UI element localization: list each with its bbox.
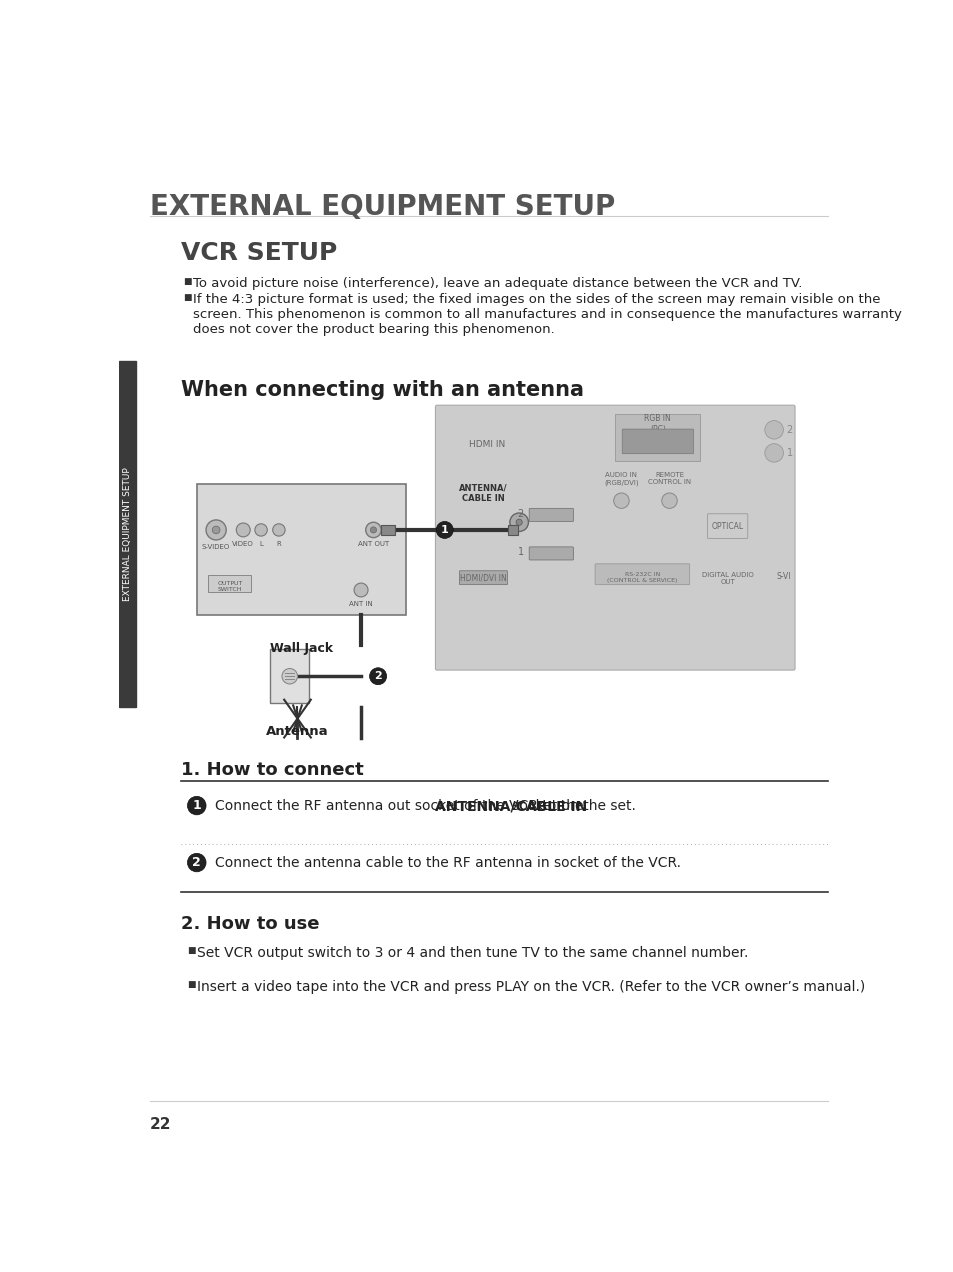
- Circle shape: [206, 520, 226, 539]
- Circle shape: [764, 444, 782, 462]
- Text: AUDIO IN
(RGB/DVI): AUDIO IN (RGB/DVI): [603, 472, 639, 486]
- Text: RS-232C IN
(CONTROL & SERVICE): RS-232C IN (CONTROL & SERVICE): [606, 572, 677, 583]
- Circle shape: [613, 494, 629, 509]
- Circle shape: [370, 527, 376, 533]
- Text: DIGITAL AUDIO
OUT: DIGITAL AUDIO OUT: [701, 572, 753, 585]
- Text: S-VI: S-VI: [776, 572, 790, 581]
- Bar: [270, 649, 309, 703]
- Bar: [208, 575, 251, 591]
- Text: 2: 2: [374, 672, 381, 682]
- Text: 2: 2: [785, 425, 792, 435]
- Circle shape: [509, 513, 528, 532]
- Circle shape: [273, 524, 285, 536]
- Text: EXTERNAL EQUIPMENT SETUP: EXTERNAL EQUIPMENT SETUP: [150, 192, 615, 220]
- Text: OPTICAL: OPTICAL: [711, 523, 743, 532]
- Text: ANT IN: ANT IN: [349, 600, 373, 607]
- Text: ■: ■: [187, 979, 195, 988]
- Bar: [615, 415, 700, 460]
- Circle shape: [187, 854, 206, 871]
- Text: Connect the RF antenna out socket of the VCR to the: Connect the RF antenna out socket of the…: [215, 799, 588, 813]
- Text: REMOTE
CONTROL IN: REMOTE CONTROL IN: [647, 472, 690, 485]
- FancyBboxPatch shape: [621, 429, 693, 454]
- Text: To avoid picture noise (interference), leave an adequate distance between the VC: To avoid picture noise (interference), l…: [193, 277, 801, 290]
- Text: R: R: [276, 541, 281, 547]
- Circle shape: [212, 527, 220, 534]
- FancyBboxPatch shape: [529, 509, 573, 522]
- Text: Set VCR output switch to 3 or 4 and then tune TV to the same channel number.: Set VCR output switch to 3 or 4 and then…: [196, 946, 747, 960]
- Text: EXTERNAL EQUIPMENT SETUP: EXTERNAL EQUIPMENT SETUP: [123, 467, 132, 600]
- Text: 1: 1: [785, 448, 792, 458]
- FancyBboxPatch shape: [707, 514, 747, 538]
- Text: L: L: [259, 541, 263, 547]
- Text: ■: ■: [187, 946, 195, 955]
- Text: ■: ■: [183, 293, 192, 301]
- Text: 2: 2: [517, 509, 523, 519]
- Text: If the 4:3 picture format is used; the fixed images on the sides of the screen m: If the 4:3 picture format is used; the f…: [193, 293, 901, 336]
- Text: OUTPUT
SWITCH: OUTPUT SWITCH: [217, 581, 242, 591]
- Text: 1: 1: [193, 799, 201, 812]
- Text: 2: 2: [193, 856, 201, 869]
- Circle shape: [365, 523, 381, 538]
- Circle shape: [516, 519, 521, 525]
- Circle shape: [436, 522, 453, 538]
- Text: S-VIDEO: S-VIDEO: [202, 544, 230, 550]
- Text: VCR SETUP: VCR SETUP: [181, 242, 337, 265]
- Bar: [196, 483, 406, 614]
- Circle shape: [354, 583, 368, 597]
- Circle shape: [661, 494, 677, 509]
- Text: Antenna: Antenna: [266, 725, 329, 738]
- Text: 1. How to connect: 1. How to connect: [181, 761, 364, 778]
- Text: VIDEO: VIDEO: [233, 542, 253, 547]
- Text: When connecting with an antenna: When connecting with an antenna: [181, 380, 583, 399]
- Circle shape: [282, 669, 297, 684]
- Text: ANT OUT: ANT OUT: [357, 542, 389, 547]
- Text: ANTENNA/
CABLE IN: ANTENNA/ CABLE IN: [458, 483, 507, 504]
- FancyBboxPatch shape: [435, 406, 794, 670]
- Text: Insert a video tape into the VCR and press PLAY on the VCR. (Refer to the VCR ow: Insert a video tape into the VCR and pre…: [196, 979, 864, 993]
- Text: Connect the antenna cable to the RF antenna in socket of the VCR.: Connect the antenna cable to the RF ante…: [215, 856, 680, 870]
- Circle shape: [369, 668, 386, 684]
- Text: 1: 1: [440, 525, 448, 536]
- Text: socket on the set.: socket on the set.: [507, 799, 636, 813]
- Circle shape: [187, 796, 206, 815]
- Text: 22: 22: [150, 1117, 172, 1132]
- Bar: [381, 525, 395, 534]
- Text: HDMI IN: HDMI IN: [469, 440, 505, 449]
- FancyBboxPatch shape: [529, 547, 573, 560]
- Text: HDMI/DVI IN: HDMI/DVI IN: [459, 574, 506, 583]
- Circle shape: [254, 524, 267, 536]
- Text: ■: ■: [183, 277, 192, 286]
- Text: ANTENNA/CABLE IN: ANTENNA/CABLE IN: [435, 799, 587, 813]
- FancyBboxPatch shape: [459, 571, 507, 585]
- Text: 2. How to use: 2. How to use: [181, 915, 319, 932]
- Bar: [508, 525, 517, 534]
- Circle shape: [764, 421, 782, 439]
- FancyBboxPatch shape: [595, 563, 689, 585]
- Text: RGB IN
(PC): RGB IN (PC): [644, 415, 671, 434]
- Bar: [119, 360, 136, 707]
- Circle shape: [236, 523, 250, 537]
- Text: 1: 1: [517, 547, 523, 557]
- Text: Wall Jack: Wall Jack: [270, 641, 333, 655]
